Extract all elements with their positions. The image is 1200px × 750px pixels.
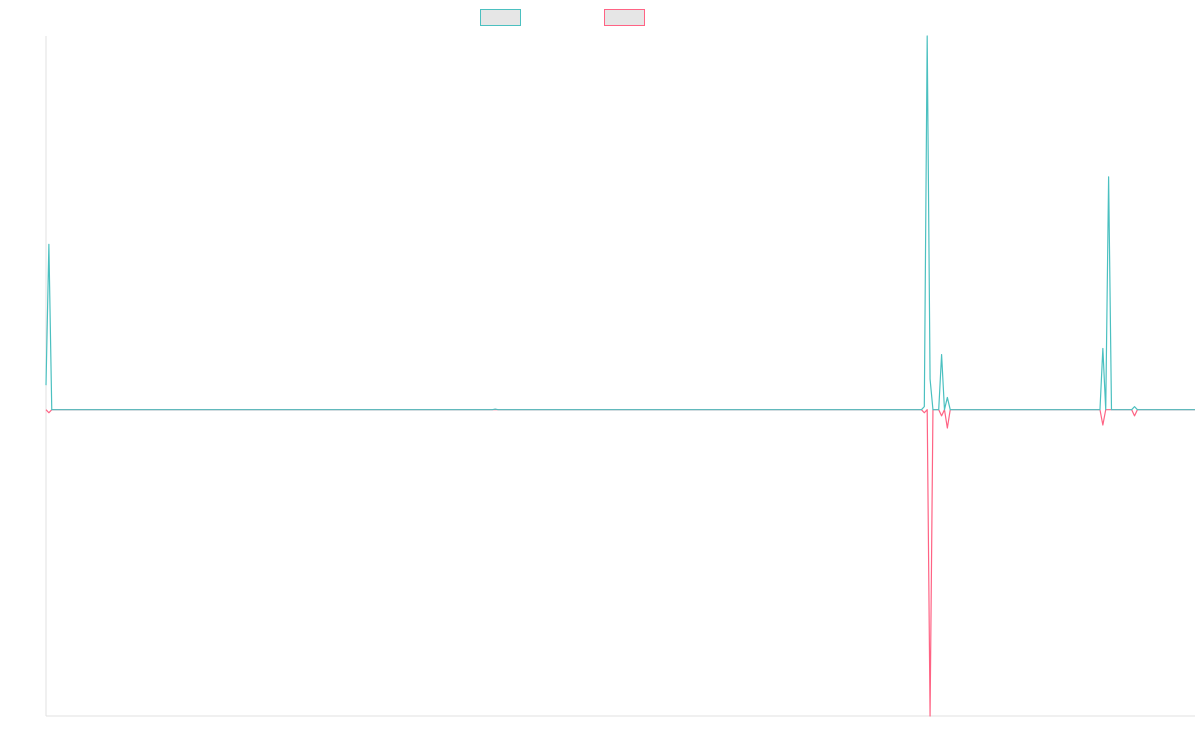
- legend[interactable]: [480, 9, 645, 26]
- legend-swatch-1[interactable]: [480, 9, 521, 26]
- axes: [45, 36, 1195, 717]
- series-line-1: [45, 35, 1195, 411]
- series-line-2: [45, 409, 1195, 717]
- series-layer: [45, 35, 1195, 717]
- legend-swatch-2[interactable]: [604, 9, 645, 26]
